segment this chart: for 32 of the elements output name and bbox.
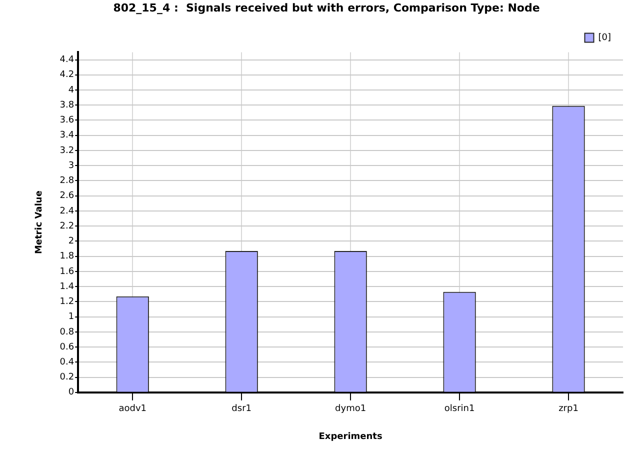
x-axis-title: Experiments [318,432,382,442]
y-tick-label: 1.8 [60,252,74,262]
y-tick-label: 2.6 [60,191,74,202]
y-tick-label: 0.4 [60,358,74,368]
y-tick-label: 3.8 [60,100,74,110]
y-tick-label: 2.4 [60,206,74,216]
y-tick-label: 3.4 [60,130,74,141]
y-tick-label: 3.6 [60,116,74,126]
y-tick-label: 1.4 [60,282,74,292]
y-tick-label: 4 [68,85,74,96]
chart-title: 802_15_4 : Signals received but with errors, Comparison Type: Node [113,1,540,14]
y-tick-label: 4.4 [60,55,74,66]
y-tick-label: 1.6 [60,266,74,277]
y-tick-label: 3.2 [60,146,74,156]
y-tick-label: 2.2 [60,221,74,232]
legend-label: [0] [598,33,611,44]
y-tick-label: 3 [68,160,74,171]
y-tick-label: 0.6 [60,342,74,352]
y-axis-title: Metric Value [34,190,45,254]
x-tick-label: dymo1 [335,404,366,414]
y-tick-label: 1.2 [60,297,74,308]
y-tick-label: 0 [68,388,74,398]
y-tick-label: 0.8 [60,327,74,338]
y-tick-label: 4.2 [60,70,74,80]
y-tick-label: 2 [68,236,74,247]
x-tick-label: dsr1 [232,404,252,414]
y-tick-label: 2.8 [60,176,74,186]
x-tick-label: aodv1 [118,404,146,414]
y-tick-label: 1 [68,312,74,322]
y-tick-label: 0.2 [60,372,74,383]
x-tick-label: zrp1 [558,404,578,414]
x-tick-label: olsrin1 [444,404,475,414]
